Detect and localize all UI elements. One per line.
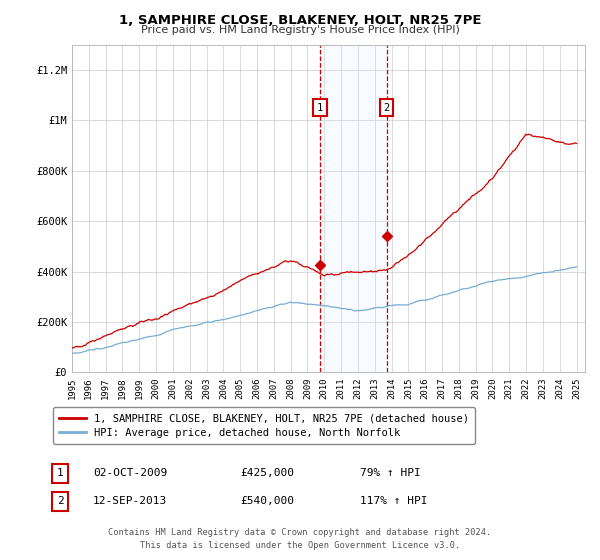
Legend: 1, SAMPHIRE CLOSE, BLAKENEY, HOLT, NR25 7PE (detached house), HPI: Average price: 1, SAMPHIRE CLOSE, BLAKENEY, HOLT, NR25 … xyxy=(53,407,475,444)
Text: Contains HM Land Registry data © Crown copyright and database right 2024.
This d: Contains HM Land Registry data © Crown c… xyxy=(109,529,491,550)
Text: 79% ↑ HPI: 79% ↑ HPI xyxy=(360,468,421,478)
Text: 12-SEP-2013: 12-SEP-2013 xyxy=(93,496,167,506)
Text: 02-OCT-2009: 02-OCT-2009 xyxy=(93,468,167,478)
Text: £540,000: £540,000 xyxy=(240,496,294,506)
Text: Price paid vs. HM Land Registry's House Price Index (HPI): Price paid vs. HM Land Registry's House … xyxy=(140,25,460,35)
Text: 2: 2 xyxy=(383,103,389,113)
Bar xyxy=(320,45,386,372)
Text: 1: 1 xyxy=(317,103,323,113)
Text: £425,000: £425,000 xyxy=(240,468,294,478)
Text: 1: 1 xyxy=(56,468,64,478)
Text: 2: 2 xyxy=(56,496,64,506)
Text: 117% ↑ HPI: 117% ↑ HPI xyxy=(360,496,427,506)
Text: 1, SAMPHIRE CLOSE, BLAKENEY, HOLT, NR25 7PE: 1, SAMPHIRE CLOSE, BLAKENEY, HOLT, NR25 … xyxy=(119,14,481,27)
